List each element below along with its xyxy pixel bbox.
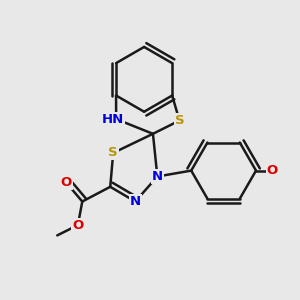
Text: S: S — [175, 114, 184, 127]
Text: O: O — [267, 164, 278, 177]
Text: O: O — [72, 219, 83, 232]
Text: S: S — [108, 146, 118, 159]
Text: N: N — [152, 170, 163, 183]
Text: HN: HN — [102, 112, 124, 126]
Text: O: O — [61, 176, 72, 189]
Text: N: N — [130, 195, 141, 208]
